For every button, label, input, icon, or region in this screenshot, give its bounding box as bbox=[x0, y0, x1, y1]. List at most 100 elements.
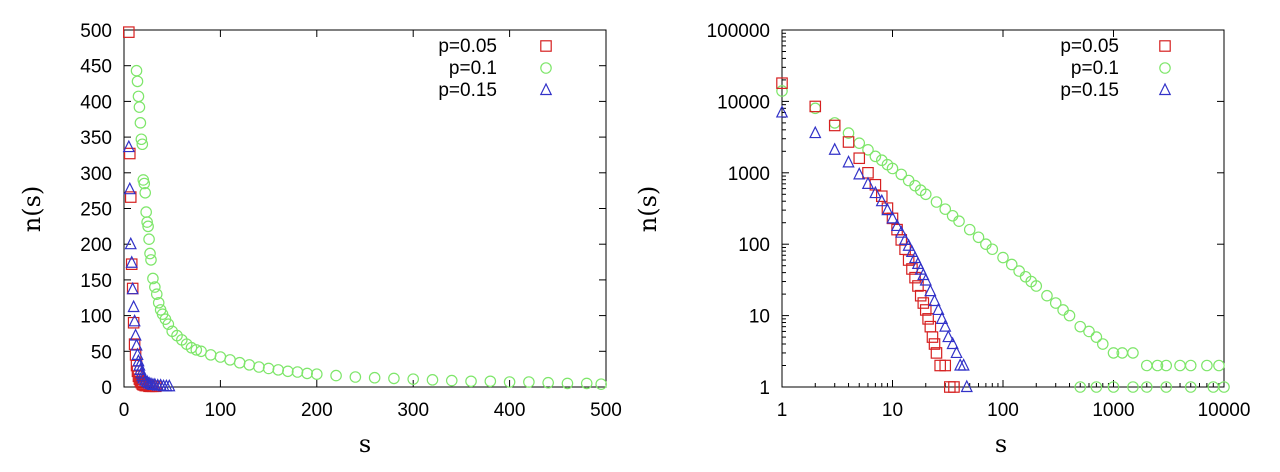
data-point bbox=[922, 313, 934, 325]
data-point bbox=[935, 311, 949, 324]
data-point bbox=[127, 299, 140, 313]
data-point bbox=[124, 191, 137, 203]
legend-marker bbox=[539, 82, 553, 96]
data-point bbox=[946, 209, 959, 222]
data-point bbox=[1013, 265, 1025, 277]
data-point bbox=[930, 347, 943, 359]
y-tick-label: 400 bbox=[80, 92, 112, 113]
data-point bbox=[484, 375, 497, 388]
data-point bbox=[580, 377, 593, 390]
data-point bbox=[243, 359, 256, 371]
y-tick-label: 100 bbox=[80, 307, 112, 328]
x-tick-label: 400 bbox=[494, 400, 526, 421]
y-tick-label: 450 bbox=[80, 57, 112, 78]
left-legend: p=0.05p=0.1p=0.15 bbox=[438, 36, 553, 101]
x-tick-label: 100 bbox=[987, 400, 1019, 421]
data-point bbox=[407, 373, 419, 385]
y-tick-label: 100000 bbox=[707, 21, 770, 42]
legend-label: p=0.1 bbox=[449, 58, 497, 79]
data-point bbox=[1005, 258, 1018, 271]
data-point bbox=[895, 168, 908, 181]
data-point bbox=[1140, 381, 1153, 393]
data-point bbox=[253, 361, 265, 373]
data-point bbox=[595, 378, 607, 390]
data-point bbox=[138, 177, 151, 190]
y-tick-label: 1 bbox=[759, 378, 770, 399]
data-point bbox=[809, 125, 822, 139]
data-point bbox=[853, 152, 866, 165]
data-point bbox=[908, 250, 922, 264]
data-point bbox=[131, 347, 144, 360]
data-point bbox=[204, 349, 217, 361]
data-point bbox=[948, 381, 960, 393]
x-tick-label: 0 bbox=[119, 400, 130, 421]
data-point bbox=[869, 185, 882, 199]
legend-label: p=0.05 bbox=[438, 36, 497, 57]
data-point bbox=[875, 190, 888, 203]
data-point bbox=[128, 313, 141, 327]
data-point bbox=[139, 186, 152, 199]
data-point bbox=[1160, 381, 1173, 393]
data-point bbox=[1160, 359, 1173, 372]
data-point bbox=[946, 336, 959, 350]
data-point bbox=[939, 203, 952, 215]
right-x-axis-label: s bbox=[995, 430, 1007, 458]
data-point bbox=[828, 117, 841, 129]
data-point bbox=[997, 251, 1009, 264]
legend-marker bbox=[540, 62, 552, 74]
data-point bbox=[426, 374, 439, 386]
data-point bbox=[135, 133, 148, 146]
data-point bbox=[1096, 338, 1109, 350]
data-point bbox=[542, 376, 554, 389]
data-point bbox=[898, 232, 912, 245]
right-data-marks bbox=[775, 77, 1230, 393]
data-point bbox=[776, 77, 788, 89]
data-point bbox=[1041, 289, 1053, 302]
data-point bbox=[939, 319, 952, 332]
data-point bbox=[1063, 309, 1076, 322]
data-point bbox=[140, 206, 152, 218]
right-plot-frame bbox=[781, 29, 1225, 388]
data-point bbox=[445, 374, 458, 387]
left-y-axis-label: n(s) bbox=[18, 186, 46, 233]
data-point bbox=[330, 369, 342, 382]
y-tick-label: 50 bbox=[91, 342, 112, 363]
data-point bbox=[957, 358, 970, 371]
y-tick-label: 10000 bbox=[717, 92, 770, 113]
right-chart-panel: 1 10 100 1000 10000 1 10 100 1000 10000 100000 p=0… bbox=[634, 21, 1250, 458]
data-point bbox=[1140, 359, 1153, 372]
data-point bbox=[126, 281, 139, 295]
data-point bbox=[233, 356, 246, 369]
data-point bbox=[130, 64, 143, 77]
data-point bbox=[123, 181, 136, 195]
data-point bbox=[134, 117, 147, 129]
data-point bbox=[1030, 280, 1043, 292]
y-tick-label: 500 bbox=[80, 21, 112, 42]
data-point bbox=[1049, 297, 1062, 309]
data-point bbox=[869, 150, 882, 163]
data-point bbox=[875, 193, 888, 207]
legend-label: p=0.05 bbox=[1060, 36, 1119, 57]
data-point bbox=[895, 234, 908, 246]
data-point bbox=[886, 211, 899, 224]
legend-marker bbox=[1159, 62, 1171, 74]
data-point bbox=[809, 100, 822, 113]
data-point bbox=[1184, 359, 1197, 372]
data-point bbox=[862, 143, 874, 156]
data-point bbox=[310, 368, 323, 380]
data-point bbox=[914, 289, 927, 302]
data-point bbox=[886, 162, 899, 175]
data-point bbox=[388, 372, 400, 385]
legend-label: p=0.1 bbox=[1071, 58, 1119, 79]
data-point bbox=[1090, 381, 1103, 393]
data-point bbox=[301, 367, 313, 380]
data-point bbox=[1107, 347, 1120, 359]
data-point bbox=[842, 136, 855, 148]
data-point bbox=[1201, 359, 1213, 372]
data-point bbox=[154, 378, 167, 391]
y-tick-label: 350 bbox=[80, 128, 112, 149]
data-point bbox=[1127, 347, 1139, 359]
data-point bbox=[862, 167, 874, 179]
y-tick-label: 10 bbox=[749, 307, 770, 328]
data-point bbox=[942, 329, 955, 343]
